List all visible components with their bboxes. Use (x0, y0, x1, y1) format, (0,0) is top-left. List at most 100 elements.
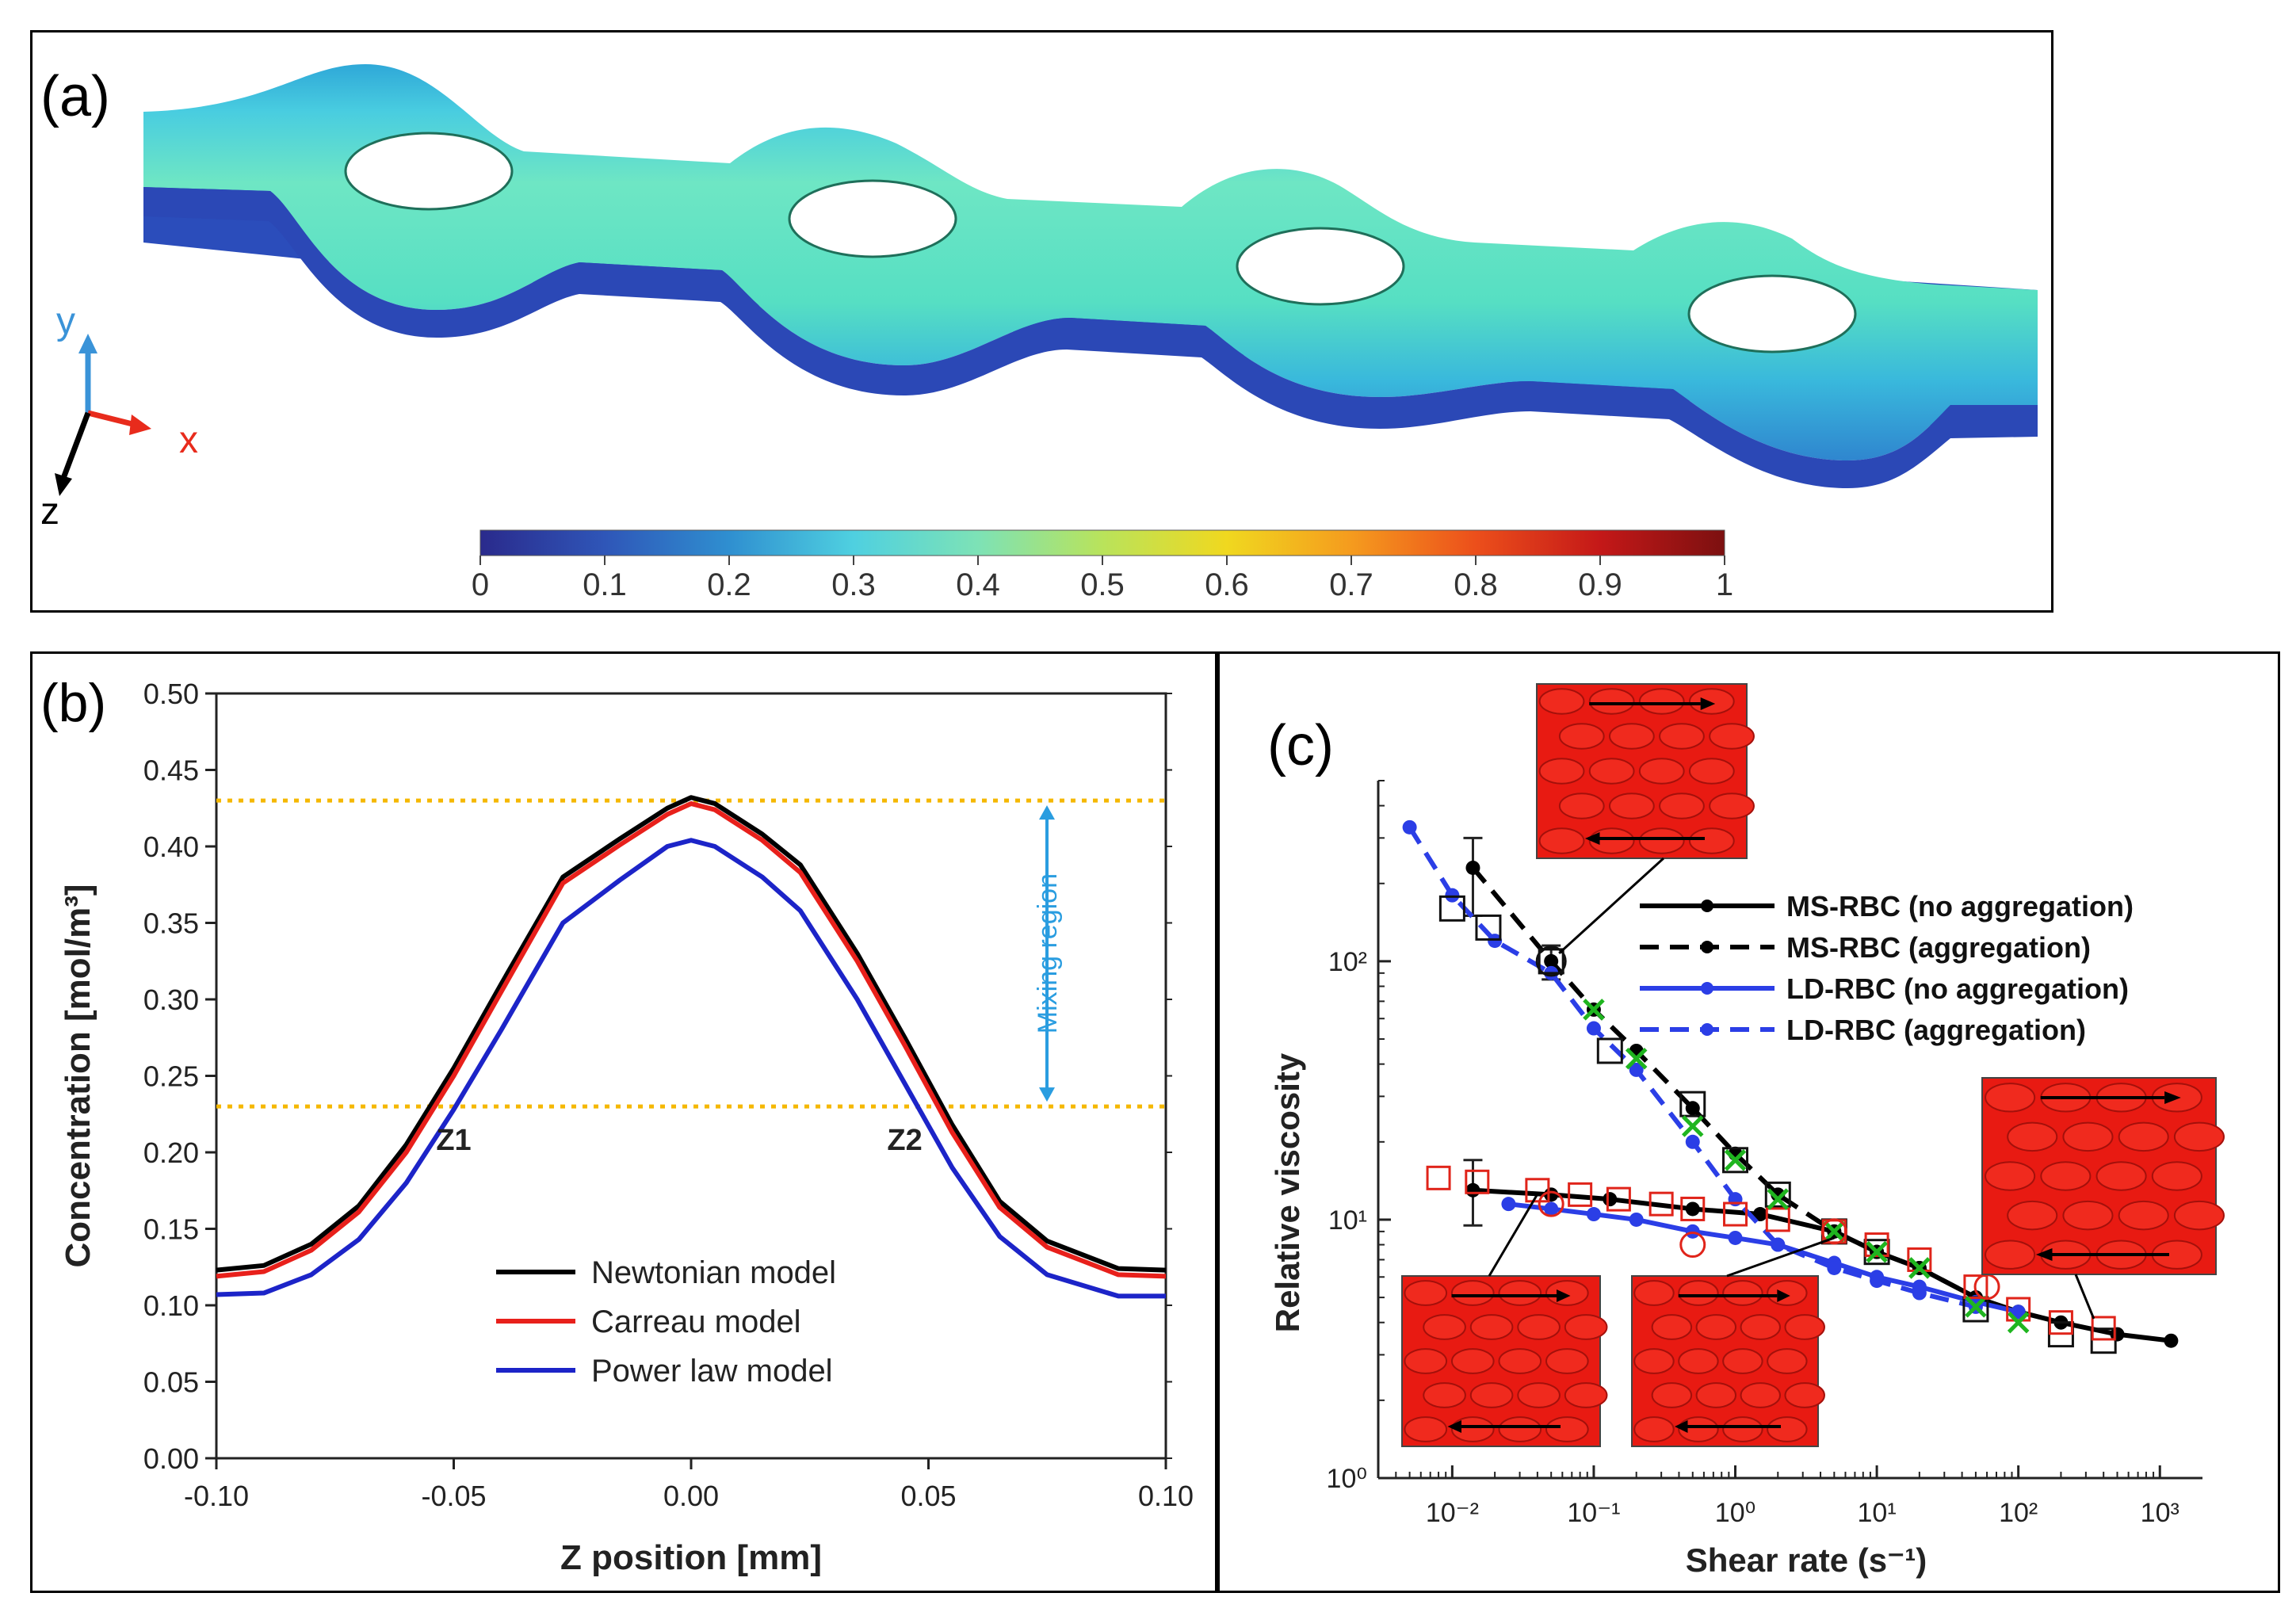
data-marker-red-square (2048, 1310, 2073, 1335)
rbc-cell-shape (1688, 688, 1735, 715)
rbc-cell-shape (2118, 1121, 2169, 1152)
data-marker-red-square (1680, 1196, 1706, 1221)
series-point-ld-rbc-aggregation- (1488, 934, 1503, 949)
series-point-ms-rbc-no-aggregation- (2164, 1333, 2179, 1348)
series-point-ld-rbc-aggregation- (1912, 1285, 1927, 1301)
rbc-cell-shape (1709, 793, 1755, 819)
rbc-cell-shape (1985, 1161, 2036, 1191)
data-marker-red-circle (1538, 1190, 1564, 1217)
rbc-cell-shape (1545, 1280, 1589, 1306)
data-marker-red-square (2091, 1316, 2116, 1341)
flow-arrow-top-head (2164, 1091, 2181, 1104)
data-marker-green-x (1681, 1115, 1704, 1137)
flow-arrow-top-head (1777, 1289, 1790, 1302)
rbc-cell-shape (1688, 827, 1735, 854)
rbc-inset-low-shear-ms (1401, 1275, 1608, 1447)
rbc-cell-shape (1545, 1348, 1589, 1374)
data-marker-green-x (1965, 1296, 1987, 1318)
series-point-ms-rbc-no-aggregation- (1465, 1182, 1480, 1198)
rbc-cell-shape (1659, 793, 1705, 819)
rbc-cell-shape (1638, 827, 1685, 854)
rbc-cell-shape (1659, 723, 1705, 750)
rbc-cell-shape (2062, 1200, 2114, 1231)
data-marker-red-square (1648, 1191, 1674, 1217)
x-tick-label: 10³ (2141, 1498, 2179, 1528)
series-point-ld-rbc-aggregation- (1827, 1260, 1842, 1275)
data-marker-red-square (1963, 1274, 1988, 1300)
series-point-ld-rbc-no-aggregation- (1501, 1197, 1516, 1212)
rbc-cell-shape (1517, 1314, 1561, 1340)
colorbar-tick-label: 0.3 (831, 567, 876, 602)
rbc-cell-shape (1404, 1348, 1448, 1374)
mixing-arrow-head-bottom (1039, 1087, 1055, 1102)
rbc-cell-shape (1498, 1348, 1542, 1374)
plot-frame (215, 692, 1167, 1460)
y-tick-label: 0.40 (143, 831, 199, 863)
rbc-inset-mid-shear (1631, 1275, 1825, 1447)
rbc-cell-shape (1404, 1416, 1448, 1442)
y-tick-label: 0.30 (143, 984, 199, 1016)
rbc-cell-shape (1404, 1280, 1448, 1306)
flow-arrow-bottom-head (1584, 832, 1600, 845)
series-point-ld-rbc-aggregation- (1771, 1237, 1786, 1252)
data-marker-green-x (1583, 999, 1605, 1021)
colorbar-ticks: 0 0.1 0.2 0.3 0.4 0.5 0.6 0.7 0.8 0.9 1 (472, 556, 1733, 602)
rbc-cell-shape (1633, 1280, 1675, 1306)
series-line-ld-rbc-no-aggregation- (1508, 1201, 2019, 1315)
series-point-ld-rbc-no-aggregation- (1685, 1224, 1700, 1239)
y-tick-label: 10¹ (1328, 1205, 1367, 1236)
rbc-cell-shape (2173, 1200, 2225, 1231)
y-tick-label: 0.50 (143, 678, 199, 710)
axis-z-label: z (40, 491, 59, 533)
series-point-ms-rbc-aggregation- (1685, 1101, 1700, 1116)
flow-arrow-top-head (1557, 1289, 1571, 1302)
rbc-cell-shape (1469, 1382, 1514, 1408)
rbc-cell-shape (1608, 723, 1655, 750)
rbc-cell-shape (1638, 688, 1685, 715)
x-tick-label: -0.05 (421, 1480, 486, 1512)
data-marker-black-square (1475, 914, 1502, 941)
panel-c: (c) 10⁻² 10⁻¹ 10⁰ 10¹ 10² 10³ 10⁰ 10¹ 10² Shear ra… (1217, 651, 2280, 1593)
rbc-cell-shape (1678, 1280, 1719, 1306)
y-tick-label: 0.10 (143, 1289, 199, 1322)
series-point-ms-rbc-no-aggregation- (1685, 1201, 1700, 1217)
x-tick-label: 10¹ (1858, 1498, 1897, 1528)
rbc-cell-shape (1740, 1382, 1781, 1408)
axis-triad: y x z (40, 300, 198, 533)
rbc-cell-shape (1564, 1382, 1608, 1408)
data-marker-red-square (1465, 1169, 1490, 1194)
data-marker-red-circle (1679, 1232, 1706, 1259)
data-marker-green-x (1724, 1149, 1747, 1171)
rbc-cell-shape (1608, 793, 1655, 819)
rbc-inset-high-shear (1981, 1077, 2225, 1275)
rbc-cell-shape (2095, 1161, 2147, 1191)
inset-pointer (1558, 857, 1665, 955)
series-point-ld-rbc-aggregation- (1402, 819, 1417, 835)
x-axis-label: Shear rate (s⁻¹) (1686, 1541, 1927, 1579)
colorbar: 0 0.1 0.2 0.3 0.4 0.5 0.6 0.7 0.8 0.9 1 (472, 529, 1733, 602)
series-line-newtonian-model (216, 795, 1167, 1273)
y-tick-label: 0.00 (143, 1442, 199, 1475)
colorbar-tick-label: 0.6 (1205, 567, 1249, 602)
rbc-cell-shape (1767, 1280, 1808, 1306)
series-point-ld-rbc-no-aggregation- (1629, 1212, 1644, 1227)
x-tick-label: 10² (1999, 1498, 2038, 1528)
rbc-cell-shape (1709, 723, 1755, 750)
series-point-ms-rbc-no-aggregation- (1544, 1187, 1559, 1202)
legend-marker (1701, 941, 1713, 953)
axis-x-label: x (179, 419, 198, 461)
rbc-cell-shape (1450, 1280, 1495, 1306)
rbc-cell-shape (1985, 1240, 2036, 1270)
y-axis-label: Concentration [mol/m³] (59, 884, 97, 1268)
rbc-cell-shape (1564, 1314, 1608, 1340)
data-marker-green-x (1767, 1188, 1790, 1210)
rbc-cell-shape (1538, 688, 1585, 715)
x-tick-label: 10⁻² (1426, 1498, 1479, 1528)
rbc-cell-shape (2062, 1121, 2114, 1152)
mixing-region-label: Mixing region (1033, 873, 1063, 1033)
rbc-cell-shape (1784, 1314, 1825, 1340)
rbc-cell-shape (1722, 1416, 1763, 1442)
flow-arrow-bottom-head (1447, 1420, 1461, 1433)
data-marker-green-x (1908, 1257, 1931, 1279)
data-marker-black-square (1679, 1091, 1706, 1117)
